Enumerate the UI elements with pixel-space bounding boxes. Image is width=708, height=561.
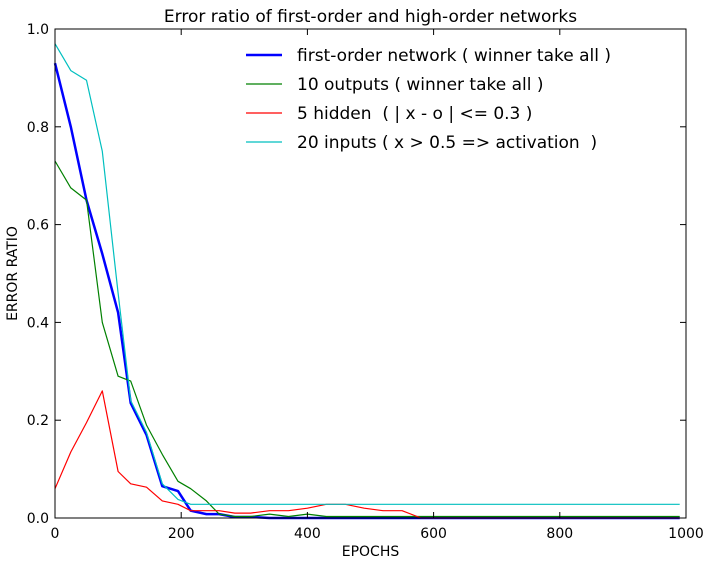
legend-label-4: 20 inputs ( x > 0.5 => activation ) [297, 133, 597, 153]
plot-frame [54, 28, 687, 519]
x-tick-label: 600 [420, 526, 447, 542]
legend-label-2: 10 outputs ( winner take all ) [297, 75, 544, 95]
y-axis-label: ERROR RATIO [5, 226, 21, 321]
legend-label-1: first-order network ( winner take all ) [297, 46, 611, 66]
y-tick-label: 0.8 [27, 120, 49, 136]
x-tick-label: 200 [168, 526, 195, 542]
series-line-2 [54, 160, 680, 518]
legend-label-3: 5 hidden ( | x - o | <= 0.3 ) [297, 104, 532, 124]
chart-title: Error ratio of first-order and high-orde… [164, 7, 577, 27]
y-tick-label: 0.6 [27, 218, 49, 234]
x-axis-label: EPOCHS [342, 544, 400, 560]
series-line-4 [54, 43, 680, 505]
series-line-3 [54, 390, 680, 519]
y-tick-label: 0.0 [27, 511, 49, 527]
x-tick-label: 1000 [668, 526, 704, 542]
legend: first-order network ( winner take all ) 1… [246, 46, 611, 153]
y-tick-label: 0.2 [27, 413, 49, 429]
x-tick-label: 400 [294, 526, 321, 542]
series-line-1 [53, 62, 680, 520]
y-tick-label: 1.0 [27, 22, 49, 38]
x-tick-label: 0 [51, 526, 60, 542]
y-tick-label: 0.4 [27, 315, 49, 331]
ticks-layer: 0 200 400 600 800 1000 0.0 0.2 0.4 0.6 0.8 1.0 [27, 22, 704, 542]
x-tick-label: 800 [546, 526, 573, 542]
